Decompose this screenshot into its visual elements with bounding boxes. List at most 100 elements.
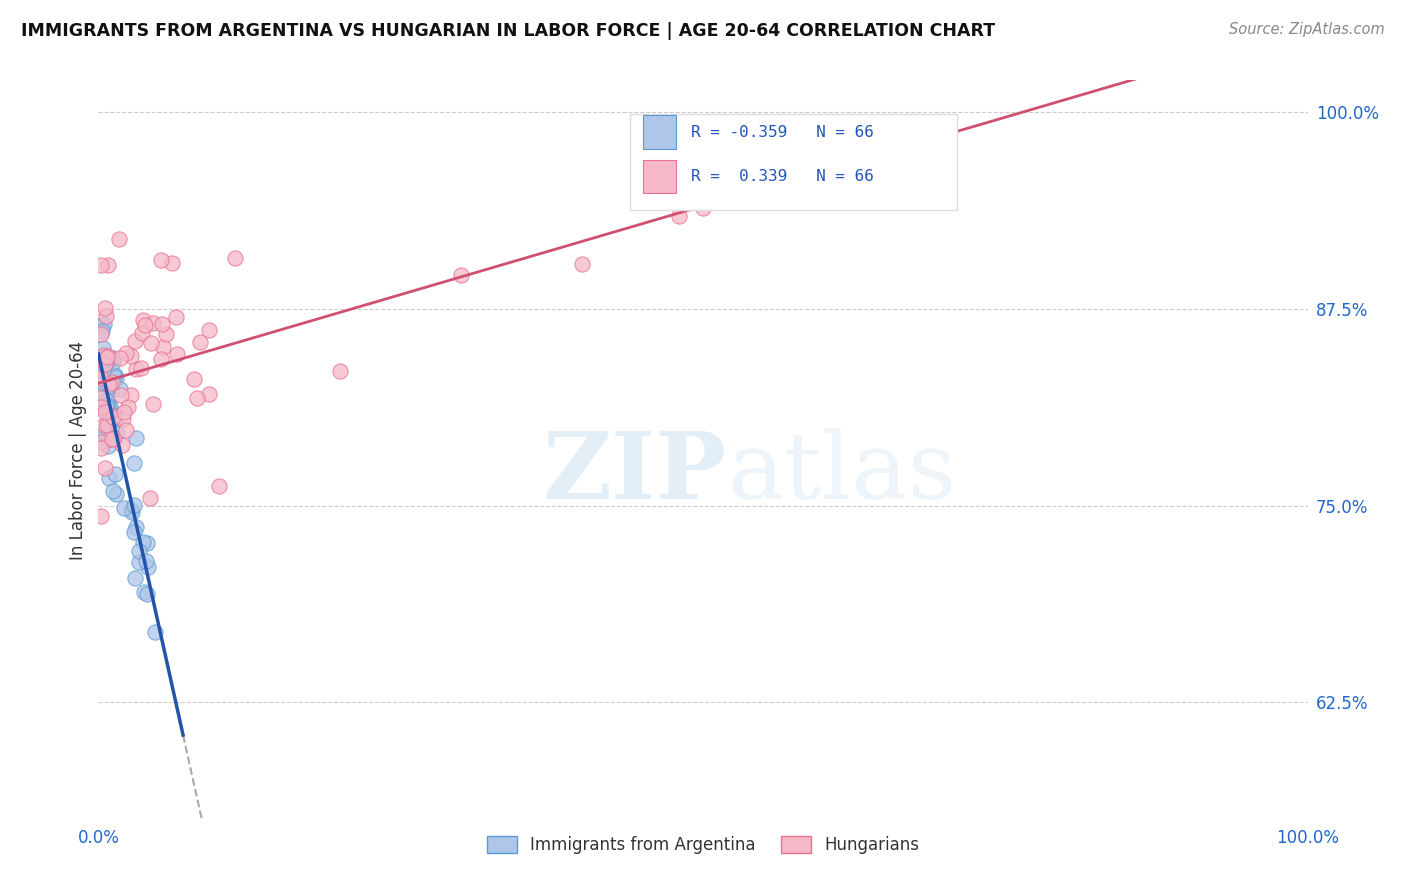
Point	[122, 524, 145, 539]
Point	[112, 412, 135, 426]
Point	[98, 408, 121, 422]
Point	[120, 349, 142, 363]
Point	[150, 253, 173, 268]
Point	[101, 424, 124, 438]
Point	[101, 406, 124, 420]
Point	[94, 427, 117, 442]
Point	[692, 201, 714, 215]
Point	[90, 370, 112, 384]
Point	[135, 554, 157, 568]
Point	[93, 460, 115, 475]
Point	[142, 316, 165, 330]
Point	[166, 346, 188, 360]
Point	[134, 585, 156, 599]
Point	[93, 318, 115, 332]
Point	[143, 625, 166, 640]
Point	[103, 431, 125, 445]
Point	[105, 425, 128, 440]
Point	[90, 391, 112, 405]
Point	[93, 357, 115, 371]
Point	[114, 423, 136, 437]
Point	[90, 435, 112, 450]
Point	[135, 586, 157, 600]
Point	[90, 441, 112, 455]
Point	[160, 256, 183, 270]
Point	[111, 438, 134, 452]
Point	[186, 391, 208, 405]
Point	[94, 405, 117, 419]
Point	[132, 312, 155, 326]
Point	[138, 491, 160, 505]
Point	[752, 154, 775, 169]
Point	[96, 350, 118, 364]
Point	[183, 372, 205, 386]
Point	[104, 467, 127, 481]
Point	[134, 318, 156, 332]
Point	[97, 349, 120, 363]
Point	[93, 425, 115, 439]
Point	[124, 571, 146, 585]
Point	[128, 544, 150, 558]
Point	[128, 555, 150, 569]
Point	[152, 340, 174, 354]
Point	[155, 327, 177, 342]
Text: atlas: atlas	[727, 427, 956, 517]
Text: R =  0.339   N = 66: R = 0.339 N = 66	[690, 169, 873, 184]
Point	[94, 309, 117, 323]
Point	[97, 417, 120, 432]
Point	[122, 456, 145, 470]
Point	[101, 410, 124, 425]
Point	[129, 361, 152, 376]
FancyBboxPatch shape	[643, 160, 676, 194]
Point	[136, 560, 159, 574]
Point	[93, 418, 115, 433]
Point	[94, 301, 117, 315]
Point	[96, 394, 118, 409]
Point	[93, 359, 115, 373]
Point	[165, 310, 187, 324]
Point	[131, 326, 153, 340]
Point	[98, 379, 121, 393]
Point	[110, 382, 132, 396]
Point	[136, 536, 159, 550]
Text: Source: ZipAtlas.com: Source: ZipAtlas.com	[1229, 22, 1385, 37]
Point	[125, 362, 148, 376]
Point	[197, 386, 219, 401]
Legend: Immigrants from Argentina, Hungarians: Immigrants from Argentina, Hungarians	[481, 829, 925, 861]
Point	[90, 373, 112, 387]
Point	[90, 401, 112, 415]
Point	[94, 399, 117, 413]
Point	[100, 382, 122, 396]
Point	[97, 432, 120, 446]
Point	[98, 379, 121, 393]
Point	[103, 351, 125, 365]
Point	[91, 361, 114, 376]
Point	[108, 232, 131, 246]
FancyBboxPatch shape	[630, 113, 957, 210]
Point	[100, 412, 122, 426]
Point	[91, 349, 114, 363]
Point	[96, 398, 118, 412]
Point	[97, 471, 120, 485]
Point	[100, 432, 122, 446]
Point	[110, 388, 132, 402]
Point	[103, 368, 125, 383]
Point	[96, 417, 118, 432]
Point	[141, 336, 163, 351]
Point	[97, 439, 120, 453]
Text: R = -0.359   N = 66: R = -0.359 N = 66	[690, 125, 873, 140]
Point	[93, 348, 115, 362]
Point	[112, 405, 135, 419]
Point	[98, 405, 121, 419]
Point	[125, 431, 148, 445]
Point	[100, 375, 122, 389]
Point	[98, 399, 121, 413]
Point	[571, 257, 593, 271]
Point	[93, 376, 115, 390]
Point	[198, 323, 221, 337]
Point	[121, 502, 143, 516]
Point	[104, 368, 127, 382]
Point	[90, 400, 112, 414]
Point	[101, 483, 124, 498]
Point	[668, 209, 690, 223]
